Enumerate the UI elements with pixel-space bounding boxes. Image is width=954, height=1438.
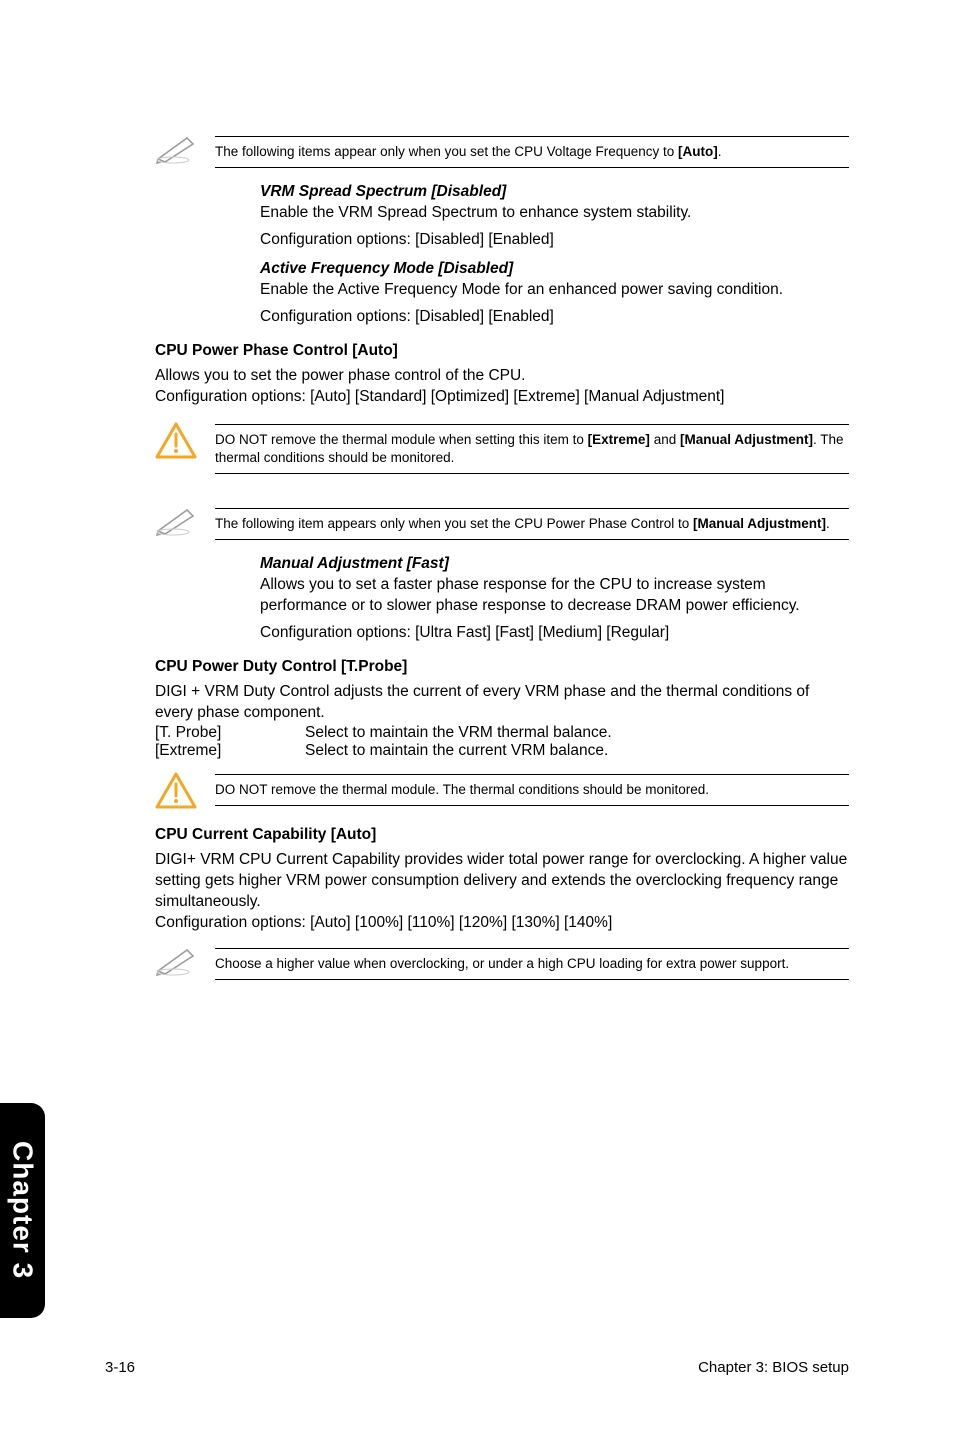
section-current-capability: CPU Current Capability [Auto] DIGI+ VRM … bbox=[155, 826, 849, 934]
divider bbox=[215, 539, 849, 540]
config-options: Configuration options: [Disabled] [Enabl… bbox=[260, 230, 849, 251]
warning-icon bbox=[155, 422, 197, 465]
chapter-side-tab: Chapter 3 bbox=[0, 1103, 45, 1318]
section-manual-adjustment: Manual Adjustment [Fast] Allows you to s… bbox=[260, 554, 849, 644]
page-number: 3-16 bbox=[105, 1359, 135, 1376]
warning-icon bbox=[155, 772, 197, 815]
config-options: Configuration options: [Ultra Fast] [Fas… bbox=[260, 623, 849, 644]
divider bbox=[215, 979, 849, 980]
page-footer: 3-16 Chapter 3: BIOS setup bbox=[105, 1359, 849, 1376]
warning-block: DO NOT remove the thermal module when se… bbox=[215, 418, 849, 480]
note-text: The following items appear only when you… bbox=[215, 137, 849, 167]
heading: Manual Adjustment [Fast] bbox=[260, 554, 849, 575]
description: Enable the Active Frequency Mode for an … bbox=[260, 280, 849, 301]
description: Allows you to set a faster phase respons… bbox=[260, 575, 849, 617]
option-label: [Extreme] bbox=[155, 742, 305, 760]
option-label: [T. Probe] bbox=[155, 724, 305, 742]
note-text: The following item appears only when you… bbox=[215, 509, 849, 539]
divider bbox=[215, 167, 849, 168]
section-duty-control: CPU Power Duty Control [T.Probe] DIGI + … bbox=[155, 658, 849, 760]
note-block: The following items appear only when you… bbox=[215, 130, 849, 174]
description: Enable the VRM Spread Spectrum to enhanc… bbox=[260, 203, 849, 224]
section-vrm: VRM Spread Spectrum [Disabled] Enable th… bbox=[260, 182, 849, 251]
heading: Active Frequency Mode [Disabled] bbox=[260, 259, 849, 280]
divider bbox=[215, 473, 849, 474]
config-options: Configuration options: [Disabled] [Enabl… bbox=[260, 307, 849, 328]
config-options: Configuration options: [Auto] [Standard]… bbox=[155, 387, 849, 408]
divider bbox=[215, 805, 849, 806]
heading: CPU Current Capability [Auto] bbox=[155, 826, 849, 844]
config-options: Configuration options: [Auto] [100%] [11… bbox=[155, 913, 849, 934]
description: DIGI+ VRM CPU Current Capability provide… bbox=[155, 850, 849, 913]
section-phase-control: CPU Power Phase Control [Auto] Allows yo… bbox=[155, 342, 849, 408]
chapter-label: Chapter 3: BIOS setup bbox=[698, 1359, 849, 1376]
note-block: The following item appears only when you… bbox=[215, 502, 849, 546]
warning-block: DO NOT remove the thermal module. The th… bbox=[215, 768, 849, 812]
pencil-note-icon bbox=[155, 506, 197, 541]
option-desc: Select to maintain the VRM thermal balan… bbox=[305, 724, 612, 742]
pencil-note-icon bbox=[155, 134, 197, 169]
option-desc: Select to maintain the current VRM balan… bbox=[305, 742, 608, 760]
option-row: [T. Probe] Select to maintain the VRM th… bbox=[155, 724, 849, 742]
option-row: [Extreme] Select to maintain the current… bbox=[155, 742, 849, 760]
pencil-note-icon bbox=[155, 946, 197, 981]
note-block: Choose a higher value when overclocking,… bbox=[215, 942, 849, 986]
section-afm: Active Frequency Mode [Disabled] Enable … bbox=[260, 259, 849, 328]
description: DIGI + VRM Duty Control adjusts the curr… bbox=[155, 682, 849, 724]
side-tab-label: Chapter 3 bbox=[7, 1141, 39, 1279]
description: Allows you to set the power phase contro… bbox=[155, 366, 849, 387]
warning-text: DO NOT remove the thermal module when se… bbox=[215, 425, 849, 473]
heading: CPU Power Duty Control [T.Probe] bbox=[155, 658, 849, 676]
heading: VRM Spread Spectrum [Disabled] bbox=[260, 182, 849, 203]
note-text: Choose a higher value when overclocking,… bbox=[215, 949, 849, 979]
warning-text: DO NOT remove the thermal module. The th… bbox=[215, 775, 849, 805]
heading: CPU Power Phase Control [Auto] bbox=[155, 342, 849, 360]
